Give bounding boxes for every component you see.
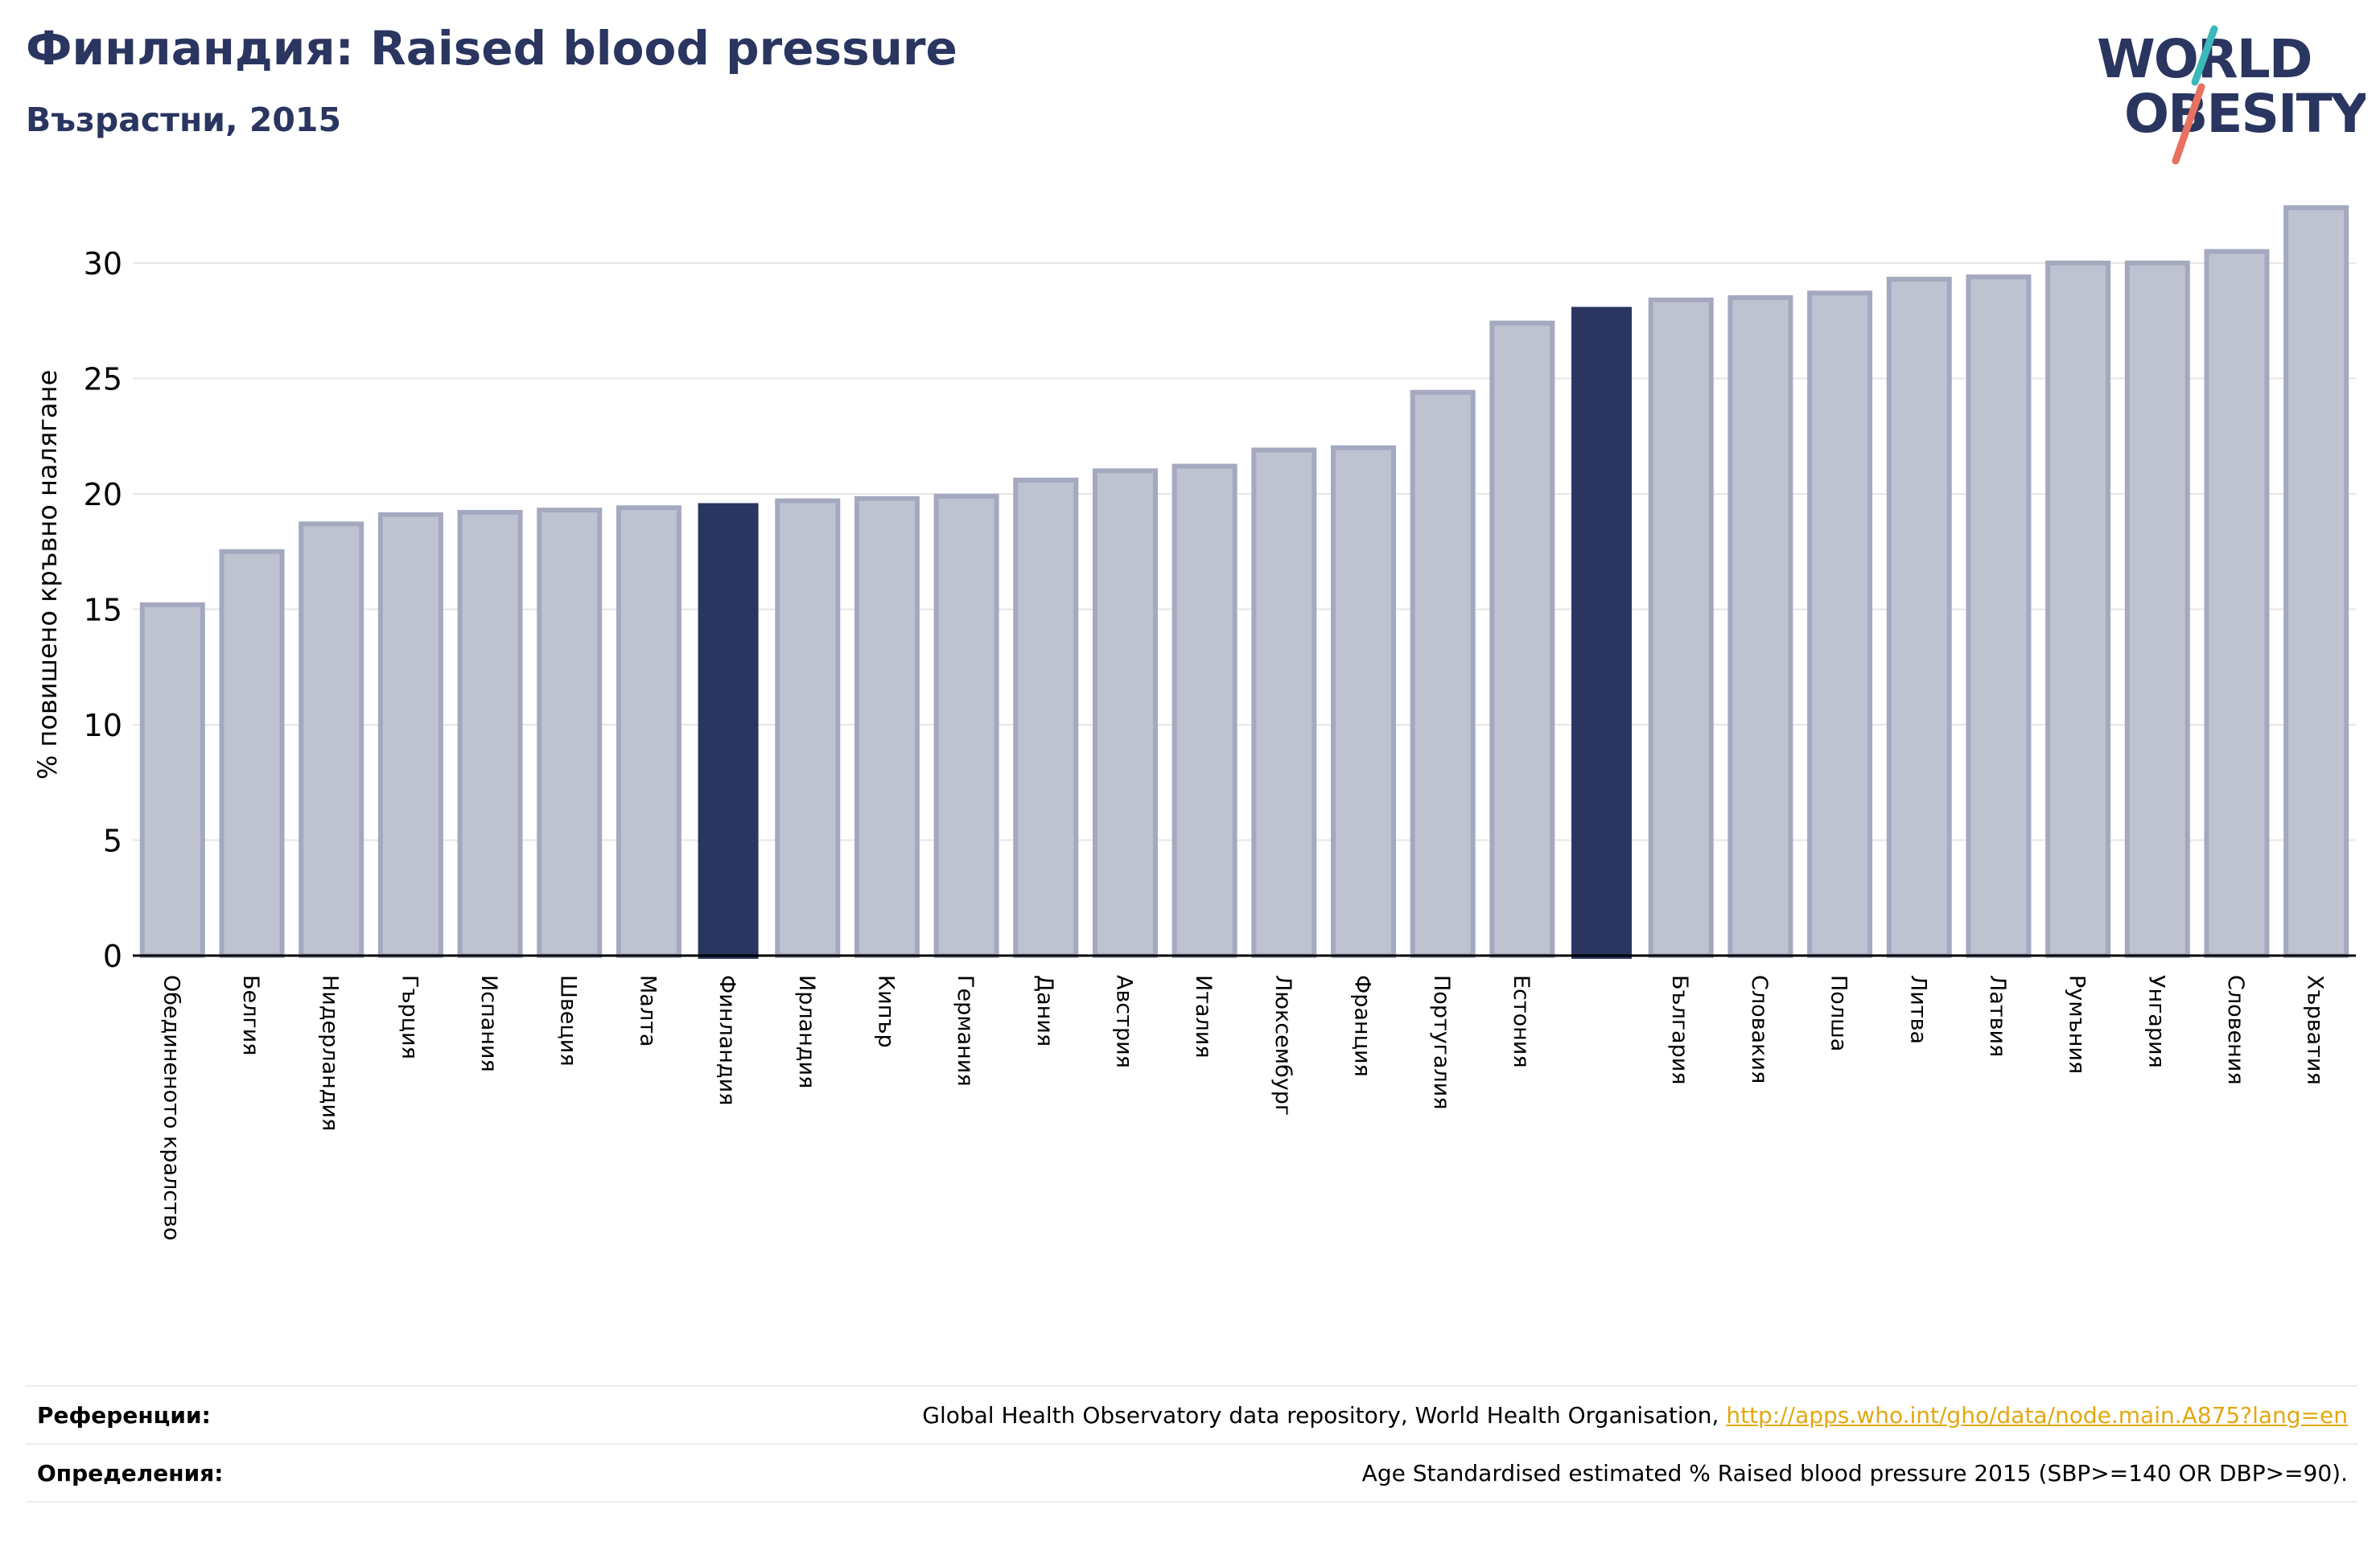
bar [2124,261,2190,958]
y-axis-label: % повишено кръвно налягане [32,370,63,779]
y-tick-label: 10 [84,708,122,743]
references-row: Референции: Global Health Observatory da… [26,1385,2357,1443]
bar [1171,463,1237,958]
x-tick-label: Испания [476,975,501,1072]
bar [1966,274,2032,959]
x-tick-label: Унгария [2143,975,2168,1068]
x-tick-label: Люксембург [1270,975,1295,1116]
x-tick-label: Румъния [2065,975,2090,1074]
bar [1331,445,1397,958]
y-tick-label: 25 [84,362,122,397]
bar [1571,306,1633,959]
x-tick-label: Гърция [397,975,422,1059]
x-tick-label: Обединеното кралство [159,975,183,1240]
bar [933,493,999,958]
x-tick-label: Германия [953,975,978,1087]
x-tick-label: Швеция [556,975,581,1067]
x-tick-label: Малта [635,975,660,1047]
references-link[interactable]: http://apps.who.int/gho/data/node.main.A… [1726,1401,2348,1429]
bar [219,549,285,958]
bar [775,498,841,958]
bar [1092,468,1158,958]
logo-slash-teal [2191,25,2218,86]
bar [537,508,603,958]
x-tick-label: Полша [1826,975,1851,1051]
bar [2283,205,2349,958]
x-tick-label: Белгия [238,975,263,1055]
x-tick-label: Франция [1350,975,1375,1077]
definitions-text: Age Standardised estimated % Raised bloo… [1361,1459,2348,1486]
definitions-label: Определения: [37,1459,224,1486]
chart-subtitle: Възрастни, 2015 [26,101,341,139]
y-tick-label: 0 [103,939,122,974]
y-tick-label: 30 [84,246,122,282]
x-tick-label: Италия [1191,975,1216,1059]
references-value: Global Health Observatory data repositor… [922,1402,2357,1429]
x-tick-label: Латвия [1985,975,2010,1057]
x-tick-label: Кипър [873,975,898,1048]
bar [1013,477,1079,958]
bar [1251,447,1317,958]
y-tick-label: 5 [103,824,122,859]
x-tick-label: Нидерландия [318,975,343,1131]
x-tick-label: Словения [2223,975,2248,1085]
bar-chart: 0 5 10 15 20 25 30 % повишено кръвно налягане Об… [32,205,2356,1240]
bar [698,503,759,959]
chart-title: Финландия: Raised blood pressure [26,21,957,76]
world-obesity-logo: WORLD OBESITY [2097,25,2366,165]
x-tick-label: Финландия [714,975,739,1105]
bar [1886,277,1952,958]
logo-slash-coral [2172,83,2205,165]
bar [1648,297,1714,959]
logo-word-obesity: OBESITY [2124,83,2366,145]
bar [1727,295,1793,958]
bar [2204,249,2270,958]
x-tick-label: Австрия [1111,975,1136,1068]
x-tick-label: Португалия [1429,975,1454,1109]
x-tick-label: България [1667,975,1692,1085]
bar [1489,320,1555,958]
bar [299,521,364,958]
definitions-row: Определения: Age Standardised estimated … [26,1443,2357,1503]
y-tick-label: 15 [84,593,122,628]
bar [457,509,523,958]
bar [854,495,920,958]
bar [616,505,681,958]
bar [139,602,205,958]
x-tick-label: Хърватия [2303,975,2328,1085]
references-text: Global Health Observatory data repositor… [922,1401,1727,1429]
x-tick-label: Дания [1032,975,1057,1047]
x-tick-label: Ирландия [794,975,819,1088]
bar [1410,389,1476,959]
bar [377,512,443,958]
references-label: Референции: [37,1401,211,1429]
x-tick-label: Словакия [1747,975,1772,1084]
y-tick-label: 20 [84,477,122,512]
bar [1807,290,1873,958]
x-tick-label: Литва [1905,975,1930,1044]
bar [2045,261,2111,958]
x-tick-label: Естония [1509,975,1534,1068]
